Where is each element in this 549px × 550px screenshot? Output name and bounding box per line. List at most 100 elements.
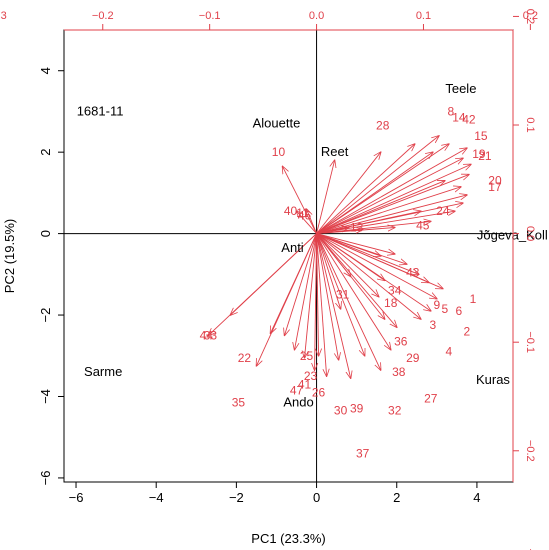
loading-arrow bbox=[316, 233, 421, 320]
loading-arrow bbox=[316, 233, 437, 299]
x-axis-label: PC1 (23.3%) bbox=[251, 531, 325, 546]
y-tick-label: −6 bbox=[38, 471, 53, 486]
variable-label: 33 bbox=[204, 328, 218, 342]
y-tick-label: −2 bbox=[38, 308, 53, 323]
variable-label: 40 bbox=[284, 204, 298, 218]
variable-label: 42 bbox=[462, 113, 476, 127]
variable-label: 15 bbox=[474, 129, 488, 143]
loading-arrow bbox=[316, 233, 419, 275]
variable-label: 13 bbox=[350, 220, 364, 234]
variable-label: 11 bbox=[296, 206, 309, 220]
variable-label: 28 bbox=[376, 119, 390, 133]
loading-arrow bbox=[305, 233, 318, 358]
variable-label: 17 bbox=[488, 180, 502, 194]
variable-label: 47 bbox=[290, 383, 304, 397]
loading-arrow bbox=[316, 181, 445, 235]
loading-arrow bbox=[282, 166, 317, 234]
variable-label: 4 bbox=[446, 345, 453, 359]
right-tick-label: −0.3 bbox=[524, 549, 536, 550]
variable-label: 30 bbox=[334, 404, 348, 418]
y-tick-label: 4 bbox=[38, 67, 53, 74]
observation-label: Kuras bbox=[476, 372, 510, 387]
variable-label: 2 bbox=[464, 324, 471, 338]
variable-label: 24 bbox=[436, 204, 450, 218]
observation-label: Alouette bbox=[253, 116, 301, 131]
loading-arrow bbox=[208, 233, 317, 336]
top-tick-label: −0.3 bbox=[0, 10, 7, 22]
variable-label: 19 bbox=[472, 147, 486, 161]
variable-label: 20 bbox=[488, 174, 502, 188]
variable-label: 3 bbox=[429, 318, 436, 332]
y-axis-label: PC2 (19.5%) bbox=[2, 219, 17, 293]
variable-label: 37 bbox=[356, 446, 370, 460]
variable-label: 41 bbox=[298, 377, 312, 391]
x-tick-label: 4 bbox=[473, 490, 480, 505]
loading-arrow bbox=[316, 227, 349, 235]
loading-arrow bbox=[297, 211, 317, 234]
x-tick-label: 0 bbox=[313, 490, 320, 505]
loading-arrow bbox=[316, 187, 461, 235]
loading-arrow bbox=[316, 233, 395, 254]
loading-arrow bbox=[316, 233, 397, 328]
top-tick-label: 0.2 bbox=[523, 10, 538, 22]
variable-label: 38 bbox=[392, 365, 406, 379]
loading-arrow bbox=[316, 144, 415, 234]
loading-arrow bbox=[316, 164, 471, 235]
top-tick-label: −0.2 bbox=[92, 10, 114, 22]
loading-arrow bbox=[256, 233, 317, 366]
y-tick-label: 0 bbox=[38, 230, 53, 237]
loading-arrow bbox=[316, 233, 391, 350]
loading-arrow bbox=[316, 230, 363, 235]
top-tick-label: 0.0 bbox=[309, 10, 324, 22]
loading-arrow bbox=[316, 152, 433, 234]
right-tick-label: 0.0 bbox=[524, 226, 536, 241]
variable-label: 10 bbox=[272, 145, 286, 159]
top-tick-label: −0.1 bbox=[199, 10, 221, 22]
x-tick-label: 2 bbox=[393, 490, 400, 505]
top-tick-label: 0.1 bbox=[416, 10, 431, 22]
observation-label: Anti bbox=[281, 240, 304, 255]
loading-arrow bbox=[316, 233, 327, 377]
loading-arrow bbox=[316, 158, 463, 235]
variable-label: 27 bbox=[424, 392, 438, 406]
variable-label: 36 bbox=[394, 335, 408, 349]
observation-label: Ando bbox=[283, 395, 313, 410]
loading-arrow bbox=[315, 233, 317, 370]
x-tick-label: −6 bbox=[69, 490, 84, 505]
loading-arrow bbox=[316, 233, 381, 256]
variable-label: 6 bbox=[456, 304, 463, 318]
loading-arrow bbox=[316, 152, 381, 234]
x-tick-label: −2 bbox=[229, 490, 244, 505]
variable-label: 23 bbox=[304, 369, 318, 383]
variable-label: 43 bbox=[406, 265, 420, 279]
variable-label: 1 bbox=[470, 292, 477, 306]
observation-label: 1681-11 bbox=[77, 103, 124, 118]
variable-label: 5 bbox=[442, 302, 449, 316]
right-tick-label: −0.1 bbox=[524, 331, 536, 353]
variable-label: 14 bbox=[452, 111, 466, 125]
y-tick-label: 2 bbox=[38, 149, 53, 156]
loading-arrow bbox=[284, 233, 317, 336]
loading-arrow bbox=[316, 233, 339, 360]
variable-label: 21 bbox=[478, 149, 492, 163]
variable-label: 46 bbox=[298, 208, 312, 222]
right-tick-label: 0.2 bbox=[524, 9, 536, 24]
right-tick-label: 0.1 bbox=[524, 117, 536, 132]
loading-arrow bbox=[316, 233, 385, 281]
observation-label: Jõgeva_Koll bbox=[477, 228, 548, 243]
loading-arrow bbox=[316, 233, 351, 277]
loading-arrow bbox=[316, 233, 365, 356]
loading-arrow bbox=[316, 136, 439, 234]
y-tick-label: −4 bbox=[38, 389, 53, 404]
observation-label: Reet bbox=[321, 144, 349, 159]
loading-arrow bbox=[316, 233, 351, 379]
variable-label: 44 bbox=[200, 328, 214, 342]
variable-label: 25 bbox=[300, 349, 314, 363]
variable-label: 31 bbox=[336, 288, 350, 302]
variable-label: 29 bbox=[406, 351, 420, 365]
loading-arrow bbox=[316, 233, 379, 297]
loading-arrow bbox=[316, 233, 381, 370]
right-tick-label: −0.2 bbox=[524, 440, 536, 462]
